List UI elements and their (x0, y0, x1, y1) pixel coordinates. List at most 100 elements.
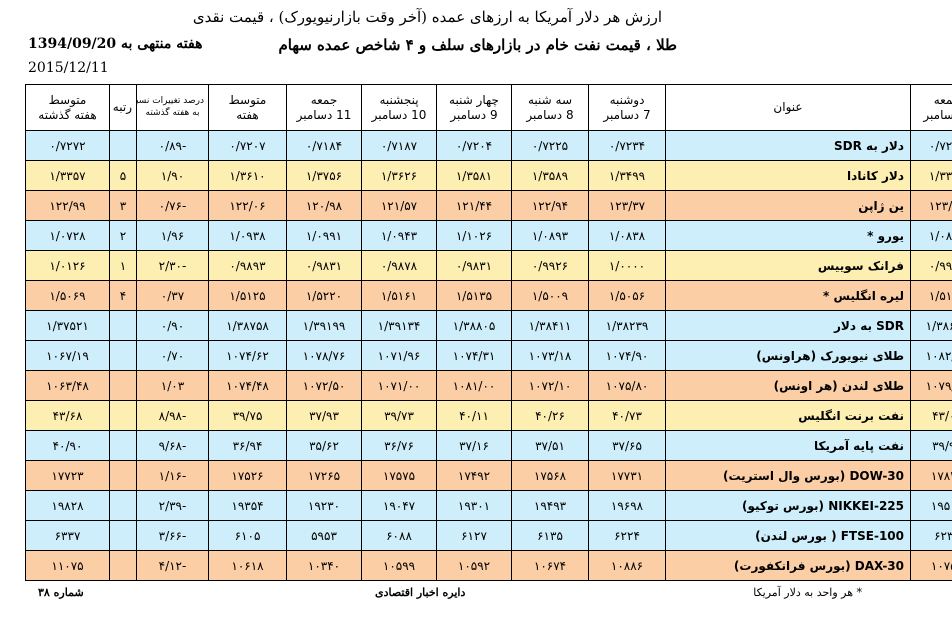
table-cell: ۰/۳۷ (136, 280, 209, 311)
table-cell: ۱۰۶۱۸ (208, 550, 287, 581)
table-row: ۱۰۷۹/۲۵طلای لندن (هر اونس)۱۰۷۵/۸۰۱۰۷۲/۱۰… (25, 370, 952, 401)
column-header: رتبه (109, 84, 137, 131)
table-cell: ۱۹۰۴۷ (361, 490, 437, 521)
row-title-cell: نفت برنت انگلیس (665, 400, 911, 431)
table-cell: ۱۲۲/۹۹ (25, 190, 110, 221)
table-cell: ۱۹۶۹۸ (588, 490, 666, 521)
column-header-line1: متوسط (228, 92, 267, 107)
table-cell: ۱۹۳۰۱ (436, 490, 512, 521)
table-cell: ۱۲۱/۵۷ (361, 190, 437, 221)
table-cell: ۳۶/۹۴ (208, 430, 287, 461)
table-cell: ۱۹۴۹۳ (511, 490, 589, 521)
table-cell: ۱۰۸۲/۹۶ (910, 340, 952, 371)
table-cell: ۱/۰۰۰۰ (588, 250, 666, 281)
table-cell: ۱۰۷۴/۹۰ (588, 340, 666, 371)
table-cell: ۳۵/۶۲ (286, 430, 362, 461)
table-cell: ۱۰۸۸۶ (588, 550, 666, 581)
table-cell: ۱۷۲۶۵ (286, 460, 362, 491)
table-cell: ۶۰۸۸ (361, 520, 437, 551)
table-cell: ۱۰۵۹۲ (436, 550, 512, 581)
table-cell: ۴۰/۱۱ (436, 400, 512, 431)
table-cell: ۱۰۷۹/۲۵ (910, 370, 952, 401)
issue-number: شماره ۳۸ (38, 586, 84, 599)
column-header: پنجشنبه 10 دسامبر (361, 84, 437, 131)
table-cell: ۰/۹۸۳۱ (286, 250, 362, 281)
column-header-line2: هفته (236, 107, 259, 122)
table-cell: ۱/۰۸۳۸ (588, 220, 666, 251)
table-cell: ۱/۵۱۱۱ (910, 280, 952, 311)
table-cell: ۱۰۷۴/۴۸ (208, 370, 287, 401)
table-cell: ۱/۳۹۱۹۹ (286, 310, 362, 341)
table-cell: ۱۰۷۵/۸۰ (588, 370, 666, 401)
row-title-cell: یورو * (665, 220, 911, 251)
column-header-line2: هفته گذشته (38, 107, 97, 122)
column-header: جمعه 11 دسامبر (286, 84, 362, 131)
table-body: ۰/۷۲۱۱دلار به SDR۰/۷۲۳۴۰/۷۲۲۵۰/۷۲۰۴۰/۷۱۸… (25, 130, 952, 581)
table-cell (109, 340, 137, 371)
table-cell: ۱/۳۳۵۷ (25, 160, 110, 191)
table-cell: ۱۹۳۵۴ (208, 490, 287, 521)
table-cell: ۶۲۳۸ (910, 520, 952, 551)
table-cell: ۱/۵۱۶۱ (361, 280, 437, 311)
table-row: ۱/۵۱۱۱لیره انگلیس *۱/۵۰۵۶۱/۵۰۰۹۱/۵۱۳۵۱/۵… (25, 280, 952, 311)
table-cell: ۱/۰۷۲۸ (25, 220, 110, 251)
table-cell: -۰/۸۹ (136, 130, 209, 161)
table-row: ۶۲۳۸FTSE-100 ( بورس لندن)۶۲۲۴۶۱۳۵۶۱۲۷۶۰۸… (25, 520, 952, 551)
table-row: ۱/۰۸۸۵یورو *۱/۰۸۳۸۱/۰۸۹۳۱/۱۰۲۶۱/۰۹۴۳۱/۰۹… (25, 220, 952, 251)
table-cell: ۰/۷۲۲۵ (511, 130, 589, 161)
row-title-cell: فرانک سوییس (665, 250, 911, 281)
department-label: دایره اخبار اقتصادی (375, 586, 466, 599)
week-label: هفته منتهی به 1394/09/20 (28, 36, 203, 52)
table-cell: ۱/۳۸۸۰۵ (436, 310, 512, 341)
table-cell (109, 430, 137, 461)
table-cell: ۱۷۵۶۸ (511, 460, 589, 491)
table-cell (109, 310, 137, 341)
table-cell: ۱/۰۱۲۶ (25, 250, 110, 281)
table-cell: ۱۷۷۲۳ (25, 460, 110, 491)
table-cell: ۱/۳۷۵۲۱ (25, 310, 110, 341)
table-cell: ۱/۵۰۶۹ (25, 280, 110, 311)
table-cell: ۰/۷۰ (136, 340, 209, 371)
table-cell: ۰/۷۲۱۱ (910, 130, 952, 161)
table-row: ۱۰۷۵۲DAX-30 (بورس فرانکفورت)۱۰۸۸۶۱۰۶۷۴۱۰… (25, 550, 952, 581)
table-cell (109, 370, 137, 401)
table-cell: ۱۲۳/۳۷ (588, 190, 666, 221)
table-cell: ۱۷۸۴۸ (910, 460, 952, 491)
table-cell: ۱/۳۶۲۶ (361, 160, 437, 191)
table-cell: ۱/۳۴۹۹ (588, 160, 666, 191)
table-cell: ۱۷۴۹۲ (436, 460, 512, 491)
table-cell: ۱۰۶۳/۴۸ (25, 370, 110, 401)
column-header: جمعه4 دسامبر (910, 84, 952, 131)
column-header-line1: جمعه (933, 92, 952, 107)
table-cell: ۰/۹۸۳۱ (436, 250, 512, 281)
row-title-cell: دلار کانادا (665, 160, 911, 191)
table-cell: ۴۰/۲۶ (511, 400, 589, 431)
table-cell: ۱/۵۰۰۹ (511, 280, 589, 311)
table-cell: ۱/۳۶۱۰ (208, 160, 287, 191)
table-row: ۱۷۸۴۸DOW-30 (بورس وال استریت)۱۷۷۳۱۱۷۵۶۸۱… (25, 460, 952, 491)
table-row: ۰/۹۹۶۳فرانک سوییس۱/۰۰۰۰۰/۹۹۲۶۰/۹۸۳۱۰/۹۸۷… (25, 250, 952, 281)
table-cell (109, 550, 137, 581)
row-title-cell: دلار به SDR (665, 130, 911, 161)
column-header-line1: سه شنبه (527, 92, 573, 107)
column-header-line1: جمعه (310, 92, 338, 107)
table-cell: ۱۰۶۷/۱۹ (25, 340, 110, 371)
row-title-cell: DOW-30 (بورس وال استریت) (665, 460, 911, 491)
table-cell: ۱۰۳۴۰ (286, 550, 362, 581)
table-cell: ۰/۷۲۷۲ (25, 130, 110, 161)
table-cell: ۱/۳۸۴۱۱ (511, 310, 589, 341)
table-cell (109, 130, 137, 161)
table-cell: ۱/۳۹۱۳۴ (361, 310, 437, 341)
table-cell: ۱ (109, 250, 137, 281)
table-cell: ۱/۵۱۲۵ (208, 280, 287, 311)
table-cell: ۱/۰۹۴۳ (361, 220, 437, 251)
table-cell: ۰/۹۹۲۶ (511, 250, 589, 281)
table-cell: ۳۹/۷۳ (361, 400, 437, 431)
table-cell: ۰/۷۱۸۷ (361, 130, 437, 161)
column-header: سه شنبه 8 دسامبر (511, 84, 589, 131)
table-row: ۱۹۵۰۴NIKKEI-225 (بورس توکیو)۱۹۶۹۸۱۹۴۹۳۱۹… (25, 490, 952, 521)
column-header: متوسط هفته گذشته (25, 84, 110, 131)
row-title-cell: DAX-30 (بورس فرانکفورت) (665, 550, 911, 581)
column-header-line2: 4 دسامبر (923, 107, 952, 122)
